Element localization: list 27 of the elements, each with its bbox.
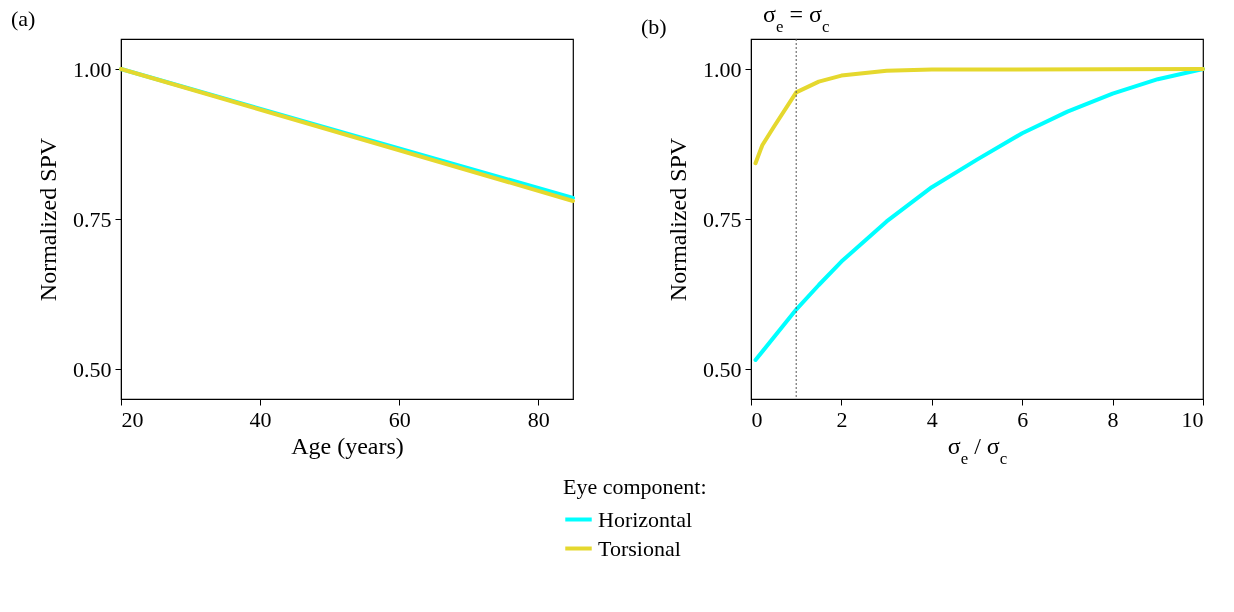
chart-title: (a)	[11, 6, 36, 31]
x-tick-label: 6	[1017, 406, 1029, 432]
y-tick-label: 0.75	[703, 206, 742, 232]
x-tick-label: 10	[1181, 406, 1204, 432]
y-tick-label: 1.00	[73, 56, 112, 82]
y-tick-label: 1.00	[703, 56, 742, 82]
x-axis-title: Age (years)	[291, 432, 404, 459]
x-tick-label: 4	[926, 406, 938, 432]
ref-line-label: σ$_{e}$ = σ$_{c}$	[763, 1, 830, 36]
y-axis-title: Normalized SPV	[665, 137, 691, 302]
line-series	[753, 67, 1205, 166]
legend-label: Horizontal	[598, 506, 693, 532]
legend-title: Eye component:	[563, 474, 707, 499]
y-tick-label: 0.50	[73, 356, 112, 382]
y-axis-title: Normalized SPV	[35, 137, 61, 302]
x-tick-label: 80	[527, 406, 550, 432]
x-tick-label: 20	[121, 406, 144, 432]
x-tick-label: 0	[751, 406, 763, 432]
chart-title: (b)	[641, 14, 667, 39]
legend-label: Torsional	[598, 535, 681, 561]
x-tick-label: 2	[836, 406, 848, 432]
x-tick-label: 40	[249, 406, 272, 432]
x-tick-label: 8	[1107, 406, 1119, 432]
y-tick-label: 0.75	[73, 206, 112, 232]
x-tick-label: 60	[388, 406, 411, 432]
y-tick-label: 0.50	[703, 356, 742, 382]
x-axis-title: σ$_{e}$ / σ$_{c}$	[947, 432, 1008, 467]
